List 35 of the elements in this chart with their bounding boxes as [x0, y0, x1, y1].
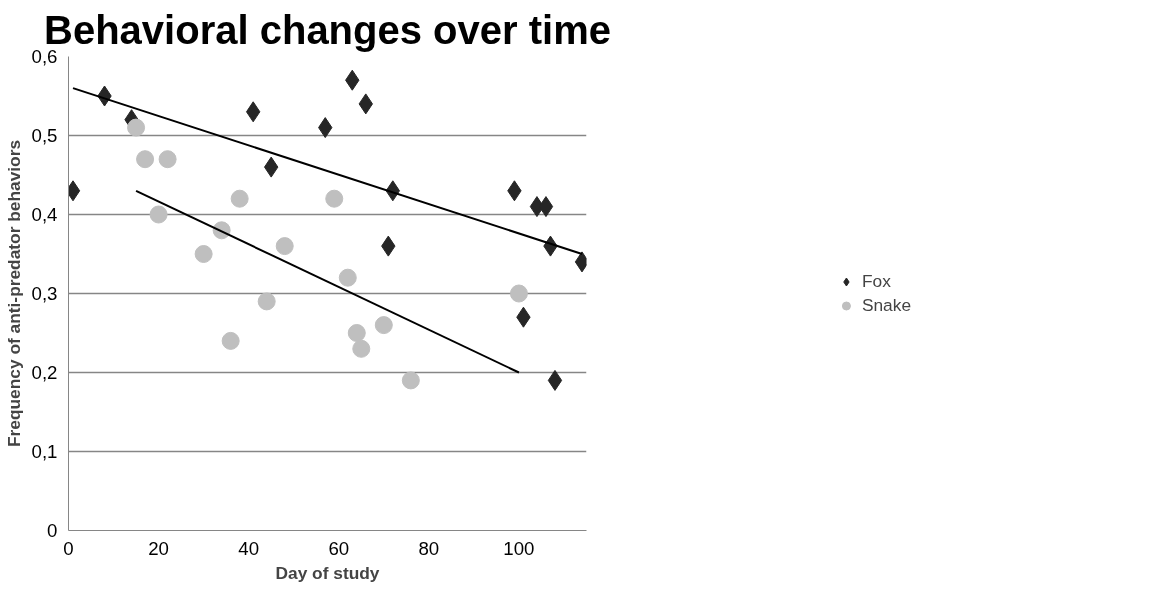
point — [257, 292, 276, 311]
point — [221, 331, 240, 350]
point — [230, 189, 249, 208]
point — [509, 284, 528, 303]
legend-label: Fox — [861, 270, 891, 292]
y-tick-label: 0,5 — [31, 125, 58, 146]
x-tick-label: 60 — [328, 537, 350, 559]
y-tick-label: 0,3 — [31, 283, 58, 304]
x-axis-title: Day of study — [275, 562, 380, 583]
point — [127, 118, 146, 137]
point — [338, 268, 357, 287]
point — [352, 339, 371, 358]
x-tick-label: 100 — [503, 537, 535, 559]
y-tick-label: 0,1 — [31, 441, 58, 462]
point — [194, 245, 213, 263]
point — [149, 205, 168, 224]
y-axis-title: Frequency of anti-predator behaviors — [3, 139, 24, 448]
x-tick-label: 40 — [238, 537, 260, 559]
point — [136, 150, 155, 169]
point — [275, 237, 294, 256]
x-tick-label: 80 — [418, 537, 440, 559]
point — [347, 324, 366, 342]
point — [374, 316, 393, 335]
x-tick-label: 20 — [148, 537, 169, 559]
point — [158, 150, 177, 169]
y-tick-label: 0 — [47, 520, 58, 541]
point — [401, 371, 420, 390]
legend-label: Snake — [861, 294, 912, 316]
point — [325, 189, 344, 208]
point — [538, 196, 554, 218]
x-tick-label: 0 — [63, 537, 74, 559]
y-tick-label: 0,6 — [31, 46, 58, 67]
y-tick-label: 0,4 — [31, 204, 58, 225]
point — [547, 369, 563, 391]
y-tick-label: 0,2 — [31, 362, 58, 383]
